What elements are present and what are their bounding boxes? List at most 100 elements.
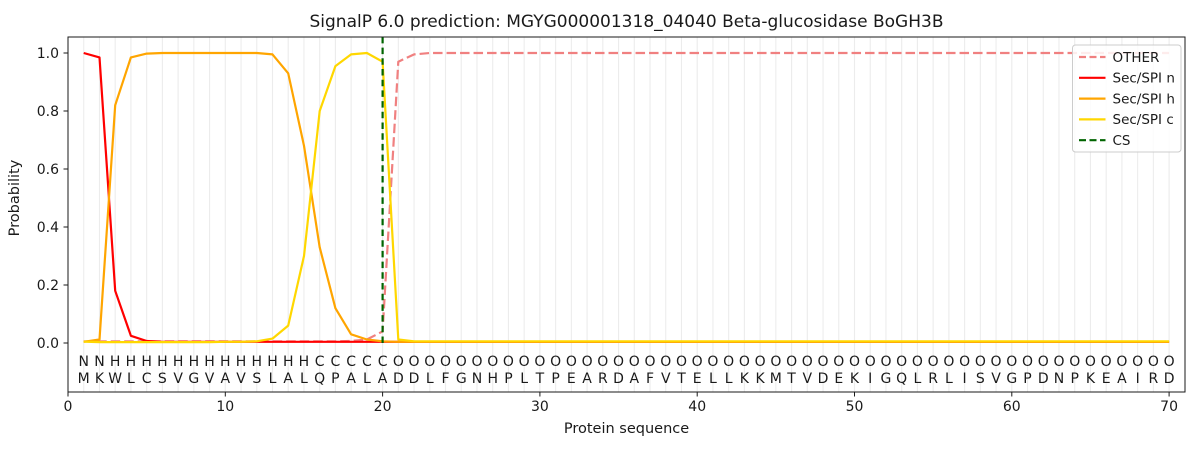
region-letter: O	[723, 354, 734, 370]
sequence-letter: S	[158, 371, 167, 387]
region-letter: O	[912, 354, 923, 370]
sequence-letter: R	[928, 371, 938, 387]
region-letter: O	[818, 354, 829, 370]
region-letter: O	[534, 354, 545, 370]
legend-label-sec-spi-n: Sec/SPI n	[1113, 71, 1175, 87]
sequence-letter: A	[629, 371, 639, 387]
region-letter: O	[1101, 354, 1112, 370]
sequence-letter: L	[945, 371, 953, 387]
sequence-letter: I	[868, 371, 872, 387]
sequence-letter: K	[850, 371, 860, 387]
region-letter: H	[204, 354, 215, 370]
sequence-letter: N	[1054, 371, 1064, 387]
y-tick-label: 0.2	[37, 278, 59, 294]
region-letter: O	[676, 354, 687, 370]
chart-title: SignalP 6.0 prediction: MGYG000001318_04…	[310, 12, 944, 32]
region-letter: O	[896, 354, 907, 370]
sequence-letter: Q	[896, 371, 907, 387]
x-tick-label: 70	[1160, 399, 1178, 415]
region-letter: H	[236, 354, 247, 370]
region-letter: O	[770, 354, 781, 370]
region-letter: O	[1116, 354, 1127, 370]
sequence-letter: D	[1038, 371, 1049, 387]
sequence-letter: A	[378, 371, 388, 387]
y-tick-label: 0.6	[37, 162, 59, 178]
region-letter: O	[644, 354, 655, 370]
sequence-letter: K	[756, 371, 766, 387]
sequence-letter: L	[127, 371, 135, 387]
region-letter: O	[582, 354, 593, 370]
sequence-letter: E	[693, 371, 702, 387]
sequence-letter: V	[803, 371, 813, 387]
series-line-sec-spi-c	[83, 51, 1170, 344]
region-letter: O	[597, 354, 608, 370]
region-letter: H	[173, 354, 184, 370]
region-letter: C	[378, 354, 388, 370]
sequence-letter: V	[173, 371, 183, 387]
region-letter: O	[786, 354, 797, 370]
sequence-letter: H	[487, 371, 498, 387]
region-letter: O	[1148, 354, 1159, 370]
region-letter: O	[833, 354, 844, 370]
region-letter: O	[880, 354, 891, 370]
sequence-letter: K	[740, 371, 750, 387]
sequence-letter: P	[1023, 371, 1031, 387]
region-letter: O	[1022, 354, 1033, 370]
legend-label-sec-spi-h: Sec/SPI h	[1113, 91, 1175, 107]
sequence-letter: M	[78, 371, 90, 387]
region-letter: H	[189, 354, 200, 370]
x-tick-label: 10	[216, 399, 234, 415]
sequence-letter: D	[1164, 371, 1175, 387]
series-line-sec-spi-h	[83, 51, 1170, 343]
y-axis-label: Probability	[7, 159, 23, 236]
region-letter: O	[1069, 354, 1080, 370]
sequence-letter: E	[834, 371, 843, 387]
sequence-letter: P	[331, 371, 339, 387]
region-letter: C	[346, 354, 356, 370]
region-letter: O	[991, 354, 1002, 370]
sequence-letter: G	[1006, 371, 1017, 387]
region-letter: C	[315, 354, 325, 370]
sequence-letter: V	[661, 371, 671, 387]
region-letter: O	[471, 354, 482, 370]
sequence-letter: V	[991, 371, 1001, 387]
region-letter: O	[629, 354, 640, 370]
sequence-letter: V	[205, 371, 215, 387]
sequence-letter: G	[881, 371, 892, 387]
legend-label-other: OTHER	[1113, 50, 1160, 66]
region-letter: O	[487, 354, 498, 370]
sequence-letter: I	[963, 371, 967, 387]
sequence-letter: S	[252, 371, 261, 387]
y-tick-label: 0.8	[37, 104, 59, 120]
axes-layer: 0.0 0.2 0.4 0.6 0.8 1.0 0 10 20 30 40 50 60 70	[37, 36, 1186, 415]
region-letter: O	[456, 354, 467, 370]
sequence-letter: W	[108, 371, 122, 387]
sequence-letter: L	[914, 371, 922, 387]
x-tick-label: 30	[531, 399, 549, 415]
residue-letters-layer: NMNKHWHLHCHSHVHGHVHAHVHSHLHAHLCQCPCACLCA…	[78, 354, 1175, 387]
region-letter: C	[331, 354, 341, 370]
sequence-letter: T	[535, 371, 545, 387]
sequence-letter: D	[818, 371, 829, 387]
sequence-letter: L	[363, 371, 371, 387]
region-letter: O	[739, 354, 750, 370]
region-letter: H	[299, 354, 310, 370]
region-letter: O	[1038, 354, 1049, 370]
sequence-letter: D	[409, 371, 420, 387]
x-tick-label: 50	[846, 399, 864, 415]
region-letter: H	[251, 354, 262, 370]
region-letter: O	[802, 354, 813, 370]
region-letter: O	[424, 354, 435, 370]
sequence-letter: L	[300, 371, 308, 387]
sequence-letter: M	[770, 371, 782, 387]
region-letter: O	[865, 354, 876, 370]
sequence-letter: K	[1086, 371, 1096, 387]
region-letter: O	[1006, 354, 1017, 370]
region-letter: H	[283, 354, 294, 370]
sequence-letter: L	[426, 371, 434, 387]
legend: OTHER Sec/SPI n Sec/SPI h Sec/SPI c CS	[1072, 44, 1182, 153]
sequence-letter: E	[1102, 371, 1111, 387]
sequence-letter: L	[709, 371, 717, 387]
